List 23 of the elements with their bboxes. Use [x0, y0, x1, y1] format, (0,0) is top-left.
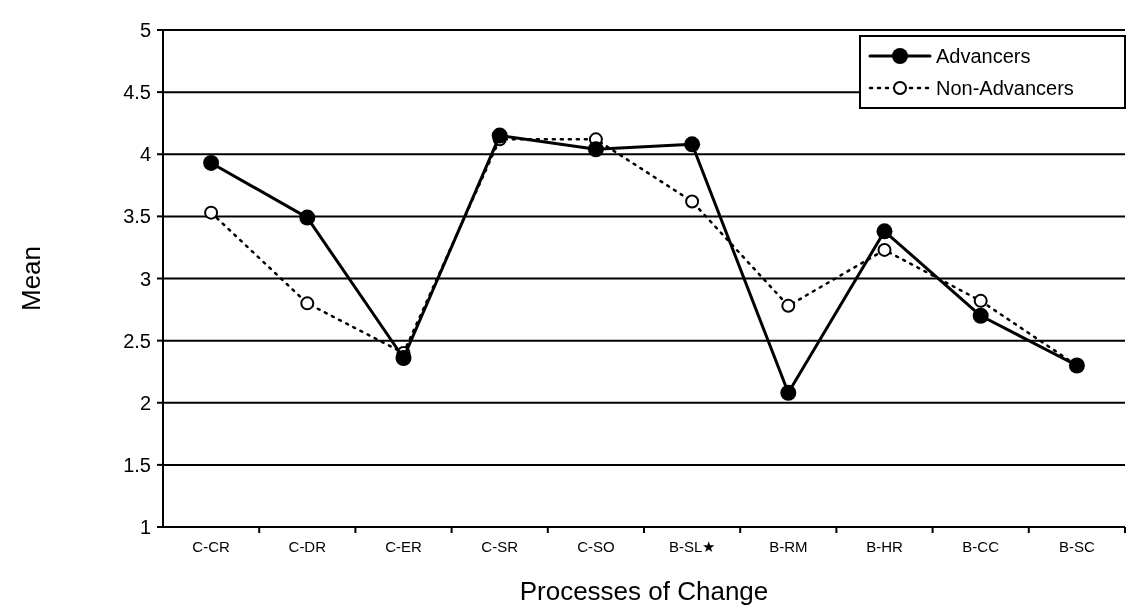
x-tick-label: C-CR: [192, 538, 231, 555]
x-tick-label: B-CC: [962, 538, 1000, 555]
y-tick-label: 5: [139, 19, 151, 41]
y-axis-title: Mean: [16, 245, 46, 312]
y-tick-label: 3: [139, 267, 151, 290]
legend-label: Non-Advancers: [936, 77, 1074, 99]
x-tick-label: C-DR: [288, 538, 327, 555]
y-tick-label: 3.5: [123, 205, 151, 228]
x-tick-label: C-SO: [577, 538, 615, 555]
x-tick-label: B-SL★: [668, 538, 716, 555]
x-tick-label: B-SC: [1058, 538, 1095, 555]
x-tick-label: B-RM: [769, 538, 808, 555]
y-tick-label: 2: [139, 391, 151, 414]
y-tick-label: 4: [139, 143, 151, 166]
y-tick-label: 1.5: [123, 453, 151, 476]
x-axis-title: Processes of Change: [519, 576, 769, 606]
legend-label: Advancers: [936, 45, 1031, 67]
x-tick-label: C-SR: [481, 538, 519, 555]
y-tick-label: 1: [139, 516, 151, 538]
x-tick-label: B-HR: [866, 538, 903, 555]
y-tick-label: 4.5: [123, 81, 151, 104]
y-tick-label: 2.5: [123, 329, 151, 352]
x-tick-label: C-ER: [385, 538, 422, 555]
